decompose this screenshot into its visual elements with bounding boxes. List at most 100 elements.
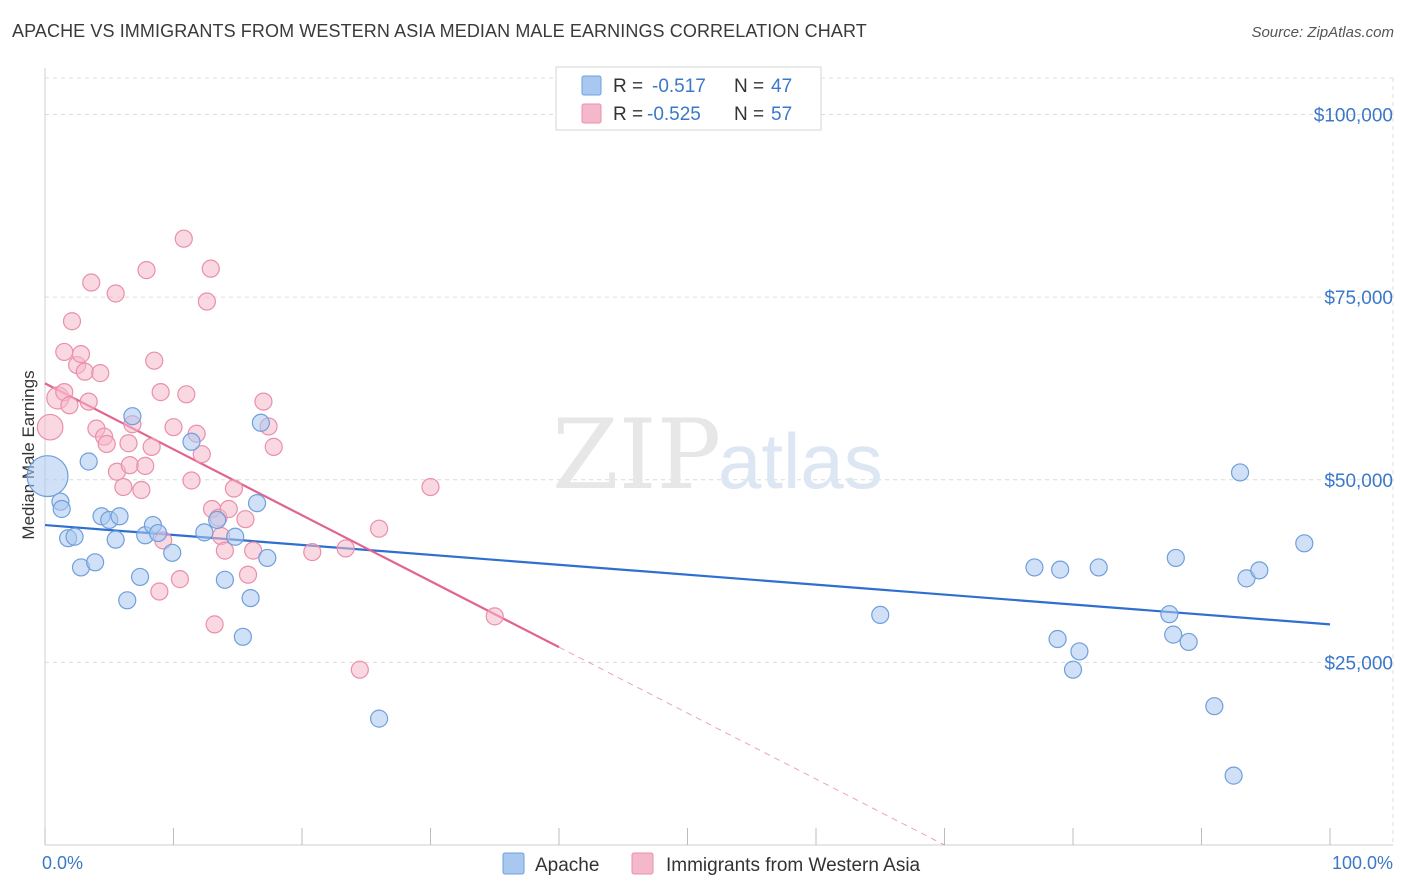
apache-point [163, 543, 182, 562]
western-trend-extension [558, 646, 945, 846]
western-point [215, 541, 234, 560]
western-point [136, 456, 155, 475]
apache-point [241, 588, 260, 608]
western-point [236, 510, 255, 529]
western-r-value: -0.525 [647, 104, 701, 125]
western-point [264, 437, 283, 456]
western-n-value: 57 [771, 104, 792, 125]
western-point [97, 434, 116, 454]
series-legend: Apache Immigrants from Western Asia [502, 852, 921, 876]
apache-point [110, 507, 129, 526]
apache-n-value: 47 [771, 76, 792, 97]
western-point [106, 284, 125, 303]
western-point [350, 660, 369, 679]
apache-point [1164, 625, 1183, 644]
western-point [60, 396, 79, 415]
apache-point [1070, 642, 1089, 661]
apache-point [106, 530, 125, 549]
apache-point [86, 553, 105, 572]
x-tick-labels: 0.0% 100.0% [42, 853, 1393, 873]
western-point [244, 541, 263, 560]
western-point [174, 229, 193, 248]
apache-point [1089, 558, 1108, 577]
x-tick-label: 100.0% [1332, 853, 1393, 873]
western-point [254, 392, 273, 411]
western-point [485, 607, 504, 626]
western-point [62, 312, 82, 331]
watermark: ZIP atlas [552, 399, 883, 511]
apache-point [871, 605, 890, 625]
apache-point [195, 523, 214, 542]
apache-point [1205, 697, 1224, 716]
western-point [150, 582, 169, 601]
apache-point [215, 570, 234, 589]
western-point [224, 479, 243, 498]
apache-point [118, 591, 137, 610]
apache-point [1237, 569, 1256, 588]
watermark-atlas: atlas [718, 417, 883, 505]
apache-point [52, 499, 71, 519]
apache-point [370, 709, 389, 728]
western-point [170, 570, 190, 589]
western-point [82, 273, 101, 292]
watermark-zip: ZIP [552, 399, 721, 511]
apache-point [130, 567, 150, 587]
western-legend-swatch [581, 103, 602, 124]
apache-point [123, 407, 142, 426]
apache-point [1063, 660, 1083, 679]
apache-point [226, 527, 245, 546]
apache-point [1048, 629, 1067, 649]
apache-r-label: R = [613, 76, 643, 97]
western-point [205, 615, 224, 634]
western-point [36, 413, 64, 441]
apache-trend-line [44, 523, 1331, 626]
western-point [238, 565, 258, 584]
legend-western-label: Immigrants from Western Asia [666, 855, 921, 876]
western-point [177, 385, 196, 404]
apache-point [1295, 534, 1314, 553]
apache-point [247, 494, 267, 513]
western-point [197, 292, 217, 311]
apache-point [1025, 558, 1044, 577]
apache-point [208, 510, 227, 530]
apache-point [65, 527, 84, 546]
apache-point [251, 413, 270, 432]
apache-point [1166, 548, 1185, 568]
western-point [132, 480, 151, 500]
y-tick-labels: $25,000 $50,000 $75,000 $100,000 [1314, 106, 1393, 675]
western-point [201, 259, 220, 278]
apache-point [148, 523, 168, 543]
western-point [114, 477, 133, 497]
legend-apache-swatch [502, 852, 525, 875]
apache-point [1224, 766, 1243, 785]
y-tick-label: $50,000 [1324, 471, 1393, 492]
legend-western-swatch [631, 852, 654, 875]
western-point [142, 437, 161, 456]
western-point [55, 342, 74, 362]
apache-point [1250, 561, 1269, 580]
source-label: Source: ZipAtlas.com [1251, 24, 1394, 41]
apache-point [79, 452, 98, 471]
western-n-label: N = [734, 104, 764, 125]
y-tick-label: $25,000 [1324, 653, 1393, 674]
apache-legend-swatch [581, 75, 602, 96]
apache-point [1160, 605, 1179, 624]
western-point [91, 364, 110, 383]
y-axis-title: Median Male Earnings [19, 370, 38, 539]
western-point [120, 456, 139, 475]
stats-legend: R = -0.517 N = 47 R = -0.525 N = 57 [555, 66, 822, 131]
y-tick-label: $100,000 [1314, 106, 1393, 127]
western-point [119, 434, 138, 453]
chart-title: APACHE VS IMMIGRANTS FROM WESTERN ASIA M… [12, 21, 867, 41]
western-point [370, 519, 389, 538]
western-point [336, 539, 355, 558]
western-point [182, 471, 201, 490]
apache-point [258, 548, 277, 568]
western-point [79, 392, 98, 411]
western-r-label: R = [613, 104, 643, 125]
western-point [71, 345, 91, 364]
western-point [164, 418, 183, 437]
apache-point [233, 627, 252, 646]
western-point [137, 261, 156, 280]
